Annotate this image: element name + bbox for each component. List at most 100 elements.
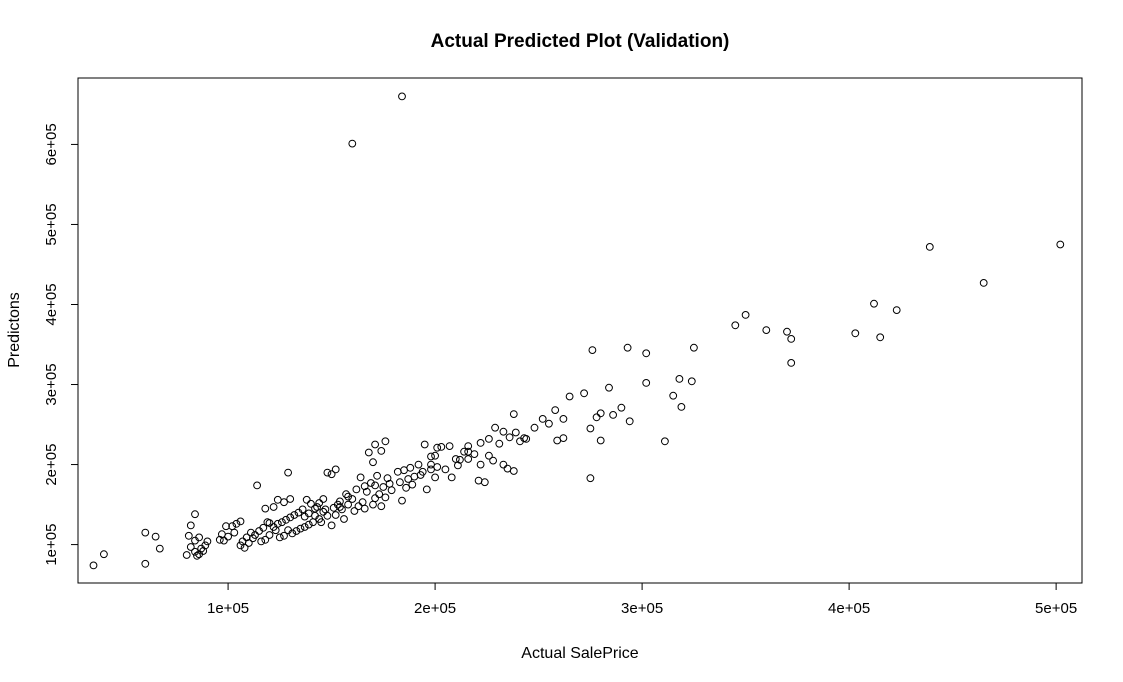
data-point — [261, 535, 270, 544]
data-point — [224, 532, 233, 541]
data-point — [186, 521, 195, 530]
data-point — [315, 499, 324, 507]
data-point — [565, 392, 574, 401]
y-tick-label: 5e+05 — [43, 203, 60, 245]
data-point — [787, 359, 796, 367]
data-point — [319, 507, 328, 516]
data-point — [530, 423, 539, 432]
data-point — [625, 417, 634, 426]
data-point — [230, 528, 239, 537]
data-point — [242, 533, 251, 542]
data-point — [377, 502, 386, 511]
plot-frame — [77, 77, 1083, 584]
data-point — [360, 504, 369, 513]
data-point — [427, 465, 435, 474]
data-point — [505, 433, 514, 442]
data-point — [731, 321, 740, 330]
y-tick-label: 1e+05 — [43, 524, 60, 566]
data-point — [327, 521, 336, 530]
data-point — [431, 473, 440, 482]
data-point — [441, 465, 450, 474]
data-point — [232, 519, 241, 528]
data-point — [396, 478, 404, 487]
data-point — [509, 467, 518, 475]
points-layer — [89, 92, 1065, 570]
data-point — [304, 520, 313, 529]
data-point — [406, 463, 415, 472]
data-point — [381, 493, 390, 502]
x-tick-label: 2e+05 — [414, 600, 456, 617]
data-point — [358, 498, 367, 507]
data-point — [313, 503, 322, 511]
data-point — [642, 349, 651, 358]
data-point — [331, 511, 340, 519]
data-point — [333, 500, 342, 509]
data-point — [362, 487, 371, 496]
data-point — [1056, 240, 1065, 249]
data-point — [317, 518, 326, 527]
data-point — [247, 528, 255, 537]
data-point — [876, 333, 885, 342]
y-axis: 1e+05 2e+05 3e+05 4e+05 5e+05 6e+05 — [43, 123, 79, 566]
data-point — [522, 435, 531, 443]
data-point — [387, 486, 396, 495]
data-point — [464, 455, 473, 463]
data-point — [141, 528, 150, 537]
data-point — [371, 440, 380, 449]
data-point — [454, 461, 462, 470]
data-point — [215, 535, 224, 544]
data-point — [393, 467, 402, 476]
data-point — [294, 508, 303, 517]
data-point — [89, 561, 98, 570]
data-point — [100, 550, 108, 559]
data-point — [348, 139, 357, 148]
data-point — [437, 443, 446, 451]
data-point — [151, 532, 160, 541]
data-point — [360, 482, 369, 491]
data-point — [323, 468, 332, 477]
data-point — [155, 544, 164, 553]
data-point — [617, 403, 626, 412]
data-point — [302, 495, 311, 504]
data-point — [675, 375, 684, 383]
data-point — [338, 505, 346, 514]
data-point — [545, 419, 553, 428]
data-point — [336, 503, 344, 511]
data-point — [375, 490, 384, 499]
data-point — [741, 311, 750, 319]
data-point — [321, 505, 330, 514]
y-axis-label: Predictons — [6, 292, 23, 368]
data-point — [331, 465, 340, 474]
data-point — [690, 343, 698, 352]
data-point — [383, 474, 392, 483]
data-point — [677, 403, 686, 411]
data-point — [342, 490, 351, 499]
data-point — [783, 327, 791, 336]
data-point — [263, 518, 272, 527]
data-point — [580, 389, 588, 398]
data-point — [669, 391, 678, 400]
data-point — [371, 494, 380, 503]
data-point — [596, 436, 605, 445]
data-point — [193, 551, 201, 560]
data-point — [447, 473, 456, 482]
data-point — [511, 428, 520, 437]
data-point — [327, 470, 336, 479]
data-point — [269, 503, 278, 511]
data-point — [503, 464, 512, 473]
data-point — [191, 547, 199, 556]
data-point — [184, 531, 193, 540]
data-point — [414, 460, 423, 469]
chart-title: Actual Predicted Plot (Validation) — [431, 31, 730, 52]
data-point — [499, 460, 508, 469]
data-point — [290, 511, 299, 519]
data-point — [474, 476, 483, 485]
data-point — [476, 460, 485, 469]
data-point — [925, 243, 934, 251]
data-point — [892, 306, 901, 315]
data-point — [323, 511, 332, 520]
data-point — [398, 92, 406, 101]
data-point — [195, 550, 204, 559]
data-point — [186, 543, 195, 551]
